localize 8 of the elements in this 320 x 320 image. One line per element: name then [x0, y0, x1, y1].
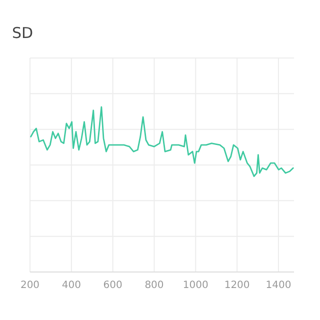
chart-title: SD — [12, 24, 34, 42]
x-tick-label: 1400 — [266, 280, 292, 291]
x-tick-label: 1200 — [224, 280, 250, 291]
x-tick-label: 200 — [20, 280, 40, 291]
x-tick-label: 1000 — [182, 280, 208, 291]
x-tick-label: 600 — [103, 280, 122, 291]
x-tick-label: 800 — [144, 280, 164, 291]
x-tick-label: 400 — [62, 280, 81, 291]
